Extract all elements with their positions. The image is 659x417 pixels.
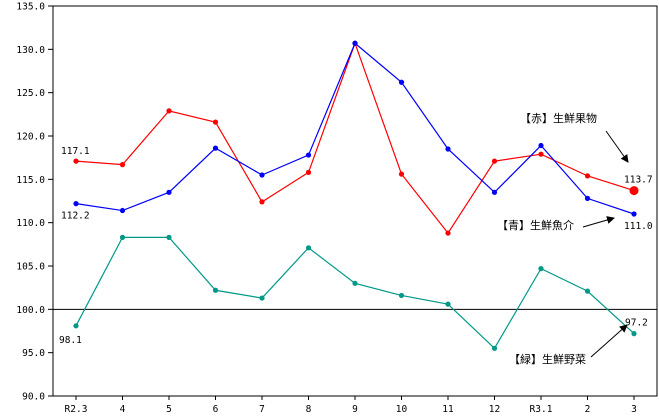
data-point-fish — [352, 40, 358, 46]
data-point-fish — [212, 145, 219, 151]
y-tick-label: 105.0 — [16, 262, 45, 273]
data-point-veg — [445, 301, 451, 307]
y-tick-label: 95.0 — [22, 348, 45, 359]
data-point-veg — [259, 295, 265, 301]
x-tick-label: R2.3 — [65, 404, 88, 415]
annotation-arrow-fruit — [605, 130, 629, 163]
last-value-label-fruit: 113.7 — [624, 175, 653, 186]
y-tick-label: 100.0 — [16, 305, 45, 316]
last-value-label-veg: 97.2 — [625, 318, 648, 329]
data-point-fruit — [538, 151, 544, 157]
last-value-label-fish: 111.0 — [624, 221, 653, 232]
data-point-veg — [398, 292, 405, 299]
data-point-fish — [259, 172, 265, 178]
y-tick-label: 130.0 — [16, 45, 45, 56]
data-point-fish — [305, 152, 312, 158]
first-value-label-fruit: 117.1 — [61, 146, 90, 157]
x-tick-label: 11 — [442, 404, 454, 415]
first-value-label-fish: 112.2 — [61, 211, 90, 222]
data-point-fruit — [119, 162, 126, 168]
annotation-arrow-veg — [590, 324, 628, 358]
data-point-fruit — [584, 173, 591, 179]
x-tick-label: 7 — [259, 404, 265, 415]
x-tick-label: 8 — [306, 404, 312, 415]
data-point-veg — [166, 234, 172, 240]
series-annotations: 【赤】生鮮果物【青】生鮮魚介【緑】生鮮野菜 — [497, 111, 629, 366]
data-point-fish — [538, 142, 544, 149]
data-point-fish — [445, 146, 451, 152]
x-tick-label: 6 — [213, 404, 219, 415]
data-point-veg — [538, 266, 544, 272]
x-tick-label: 2 — [585, 404, 591, 415]
data-point-fruit — [73, 158, 79, 164]
plot-area-frame — [52, 5, 658, 397]
y-axis-ticks: 90.0 95.0 100.0 105.0 110.0 115.0 120.0 125.0 13… — [16, 2, 53, 403]
data-point-veg — [305, 245, 312, 251]
data-point-fruit — [305, 169, 312, 175]
data-point-fish — [491, 189, 498, 195]
x-tick-label: 10 — [396, 404, 408, 415]
x-axis-ticks: R2.3 4 5 6 7 8 9 10 11 12 R3.1 2 3 — [65, 396, 637, 415]
first-value-label-veg: 98.1 — [59, 335, 82, 346]
x-tick-label: R3.1 — [530, 404, 553, 415]
data-point-fish — [166, 189, 172, 195]
y-tick-label: 120.0 — [16, 132, 45, 143]
data-point-veg — [631, 331, 637, 337]
annotation-arrow-fish — [582, 216, 615, 228]
series-annotation-fruit: 【赤】生鮮果物 — [520, 111, 597, 125]
data-point-veg — [491, 345, 498, 351]
data-point-fruit — [629, 186, 639, 196]
data-labels: 117.1 113.7 112.2 111.0 98.1 97.2 — [59, 146, 653, 346]
y-tick-label: 110.0 — [16, 218, 45, 229]
data-point-fruit — [166, 108, 172, 114]
y-tick-label: 135.0 — [16, 2, 45, 13]
x-tick-label: 3 — [631, 404, 637, 415]
x-tick-label: 12 — [489, 404, 500, 415]
data-point-fruit — [259, 199, 265, 205]
y-tick-label: 125.0 — [16, 88, 45, 99]
data-point-fruit — [445, 230, 451, 236]
series-lines — [73, 40, 639, 351]
y-tick-label: 90.0 — [22, 392, 45, 403]
data-point-veg — [212, 287, 219, 293]
series-annotation-veg: 【緑】生鮮野菜 — [509, 352, 586, 366]
data-point-veg — [352, 280, 358, 286]
series-annotation-fish: 【青】生鮮魚介 — [497, 218, 574, 232]
data-point-fish — [584, 195, 591, 201]
data-point-fish — [631, 211, 637, 217]
data-point-veg — [73, 323, 79, 329]
data-point-fish — [73, 201, 79, 207]
data-point-veg — [119, 234, 126, 240]
x-tick-label: 5 — [166, 404, 172, 415]
x-tick-label: 9 — [352, 404, 358, 415]
y-tick-label: 115.0 — [16, 175, 45, 186]
data-point-veg — [584, 288, 591, 294]
data-point-fish — [398, 79, 405, 85]
data-point-fruit — [212, 119, 219, 125]
data-point-fruit — [398, 171, 405, 177]
data-point-fruit — [491, 158, 498, 164]
x-tick-label: 4 — [120, 404, 126, 415]
data-point-fish — [119, 207, 126, 214]
